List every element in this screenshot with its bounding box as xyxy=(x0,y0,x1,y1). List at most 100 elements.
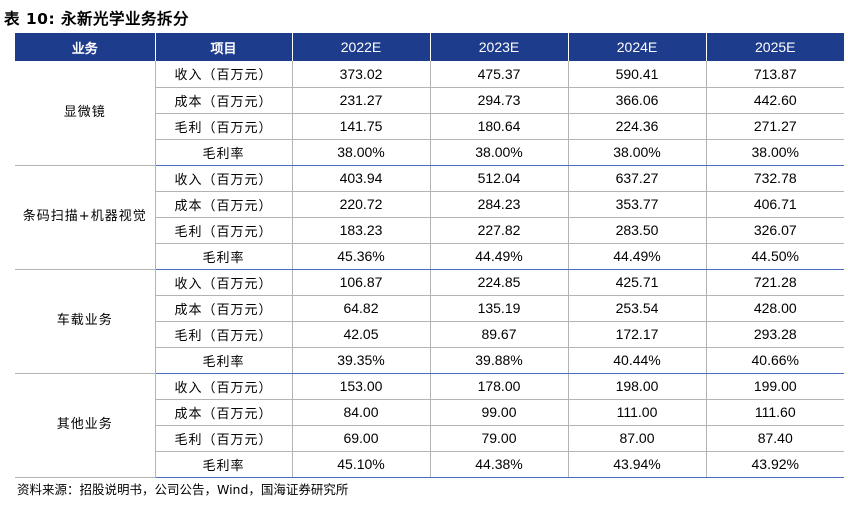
item-label: 毛利（百万元） xyxy=(155,425,293,452)
value-cell: 224.85 xyxy=(430,269,569,296)
table-row: 毛利（百万元） 183.23 227.82 283.50 326.07 xyxy=(15,217,844,244)
value-cell: 271.27 xyxy=(706,113,844,140)
item-label: 收入（百万元） xyxy=(155,373,293,400)
value-cell: 293.28 xyxy=(706,321,844,348)
item-label: 毛利率 xyxy=(155,451,293,478)
table-row: 显微镜 收入（百万元） 373.02 475.37 590.41 713.87 xyxy=(15,61,844,166)
value-cell: 135.19 xyxy=(430,295,569,322)
table-row: 其他业务 收入（百万元） 153.00 178.00 198.00 199.00 xyxy=(15,373,844,478)
item-label: 成本（百万元） xyxy=(155,295,293,322)
value-cell: 180.64 xyxy=(430,113,569,140)
item-label: 毛利率 xyxy=(155,347,293,374)
value-cell: 38.00% xyxy=(292,139,431,166)
value-cell: 106.87 xyxy=(292,269,431,296)
value-cell: 45.36% xyxy=(292,243,431,270)
value-cell: 87.40 xyxy=(706,425,844,452)
value-cell: 44.50% xyxy=(706,243,844,270)
table-row: 成本（百万元） 220.72 284.23 353.77 406.71 xyxy=(15,191,844,218)
segment-name: 车载业务 xyxy=(15,269,156,374)
item-label: 成本（百万元） xyxy=(155,191,293,218)
item-label: 收入（百万元） xyxy=(155,165,293,192)
value-cell: 512.04 xyxy=(430,165,569,192)
table-row: 毛利率 45.36% 44.49% 44.49% 44.50% xyxy=(15,243,844,270)
value-cell: 153.00 xyxy=(292,373,431,400)
item-label: 毛利率 xyxy=(155,243,293,270)
value-cell: 373.02 xyxy=(292,61,431,88)
item-label: 成本（百万元） xyxy=(155,399,293,426)
value-cell: 283.50 xyxy=(568,217,707,244)
value-cell: 637.27 xyxy=(568,165,707,192)
value-cell: 366.06 xyxy=(568,87,707,114)
value-cell: 590.41 xyxy=(568,61,707,88)
table-row: 毛利（百万元） 141.75 180.64 224.36 271.27 xyxy=(15,113,844,140)
table-row: 成本（百万元） 84.00 99.00 111.00 111.60 xyxy=(15,399,844,426)
table-row: 毛利（百万元） 42.05 89.67 172.17 293.28 xyxy=(15,321,844,348)
value-cell: 326.07 xyxy=(706,217,844,244)
value-cell: 40.44% xyxy=(568,347,707,374)
segment-name: 其他业务 xyxy=(15,373,156,478)
item-label: 毛利率 xyxy=(155,139,293,166)
segment-name: 条码扫描+机器视觉 xyxy=(15,165,156,270)
value-cell: 69.00 xyxy=(292,425,431,452)
value-cell: 178.00 xyxy=(430,373,569,400)
table-row: 车载业务 收入（百万元） 106.87 224.85 425.71 721.28 xyxy=(15,269,844,374)
value-cell: 42.05 xyxy=(292,321,431,348)
item-label: 收入（百万元） xyxy=(155,61,293,88)
table-row: 毛利率 39.35% 39.88% 40.44% 40.66% xyxy=(15,347,844,374)
value-cell: 89.67 xyxy=(430,321,569,348)
table-row: 毛利率 38.00% 38.00% 38.00% 38.00% xyxy=(15,139,844,166)
value-cell: 172.17 xyxy=(568,321,707,348)
value-cell: 442.60 xyxy=(706,87,844,114)
table-title: 表 10: 永新光学业务拆分 xyxy=(4,10,190,28)
item-label: 毛利（百万元） xyxy=(155,113,293,140)
value-cell: 39.88% xyxy=(430,347,569,374)
value-cell: 353.77 xyxy=(568,191,707,218)
value-cell: 39.35% xyxy=(292,347,431,374)
header-2024e: 2024E xyxy=(568,33,707,61)
item-label: 收入（百万元） xyxy=(155,269,293,296)
value-cell: 64.82 xyxy=(292,295,431,322)
header-2025e: 2025E xyxy=(706,33,844,61)
value-cell: 198.00 xyxy=(568,373,707,400)
value-cell: 227.82 xyxy=(430,217,569,244)
table-row: 毛利（百万元） 69.00 79.00 87.00 87.40 xyxy=(15,425,844,452)
value-cell: 475.37 xyxy=(430,61,569,88)
table-header: 业务 项目 2022E 2023E 2024E 2025E xyxy=(15,33,844,61)
value-cell: 99.00 xyxy=(430,399,569,426)
value-cell: 231.27 xyxy=(292,87,431,114)
table-body: 显微镜 收入（百万元） 373.02 475.37 590.41 713.87 成本（百万元… xyxy=(15,61,844,478)
value-cell: 44.49% xyxy=(430,243,569,270)
header-item: 项目 xyxy=(155,33,293,61)
value-cell: 79.00 xyxy=(430,425,569,452)
header-segment: 业务 xyxy=(15,33,156,61)
table-row: 条码扫描+机器视觉 收入（百万元） 403.94 512.04 637.27 732.78 xyxy=(15,165,844,270)
value-cell: 111.00 xyxy=(568,399,707,426)
table-row: 成本（百万元） 231.27 294.73 366.06 442.60 xyxy=(15,87,844,114)
business-breakdown-table: 业务 项目 2022E 2023E 2024E 2025E 显微镜 收入（百万元）… xyxy=(15,33,844,478)
value-cell: 45.10% xyxy=(292,451,431,478)
table-row: 成本（百万元） 64.82 135.19 253.54 428.00 xyxy=(15,295,844,322)
value-cell: 253.54 xyxy=(568,295,707,322)
value-cell: 44.49% xyxy=(568,243,707,270)
value-cell: 38.00% xyxy=(430,139,569,166)
value-cell: 428.00 xyxy=(706,295,844,322)
value-cell: 224.36 xyxy=(568,113,707,140)
value-cell: 43.94% xyxy=(568,451,707,478)
source-note: 资料来源：招股说明书，公司公告，Wind，国海证券研究所 xyxy=(17,482,349,497)
segment-name: 显微镜 xyxy=(15,61,156,166)
header-2023e: 2023E xyxy=(430,33,569,61)
item-label: 毛利（百万元） xyxy=(155,217,293,244)
value-cell: 183.23 xyxy=(292,217,431,244)
value-cell: 284.23 xyxy=(430,191,569,218)
value-cell: 294.73 xyxy=(430,87,569,114)
value-cell: 44.38% xyxy=(430,451,569,478)
value-cell: 199.00 xyxy=(706,373,844,400)
value-cell: 721.28 xyxy=(706,269,844,296)
value-cell: 84.00 xyxy=(292,399,431,426)
value-cell: 425.71 xyxy=(568,269,707,296)
value-cell: 713.87 xyxy=(706,61,844,88)
value-cell: 40.66% xyxy=(706,347,844,374)
item-label: 毛利（百万元） xyxy=(155,321,293,348)
header-row: 业务 项目 2022E 2023E 2024E 2025E xyxy=(15,33,844,61)
value-cell: 111.60 xyxy=(706,399,844,426)
